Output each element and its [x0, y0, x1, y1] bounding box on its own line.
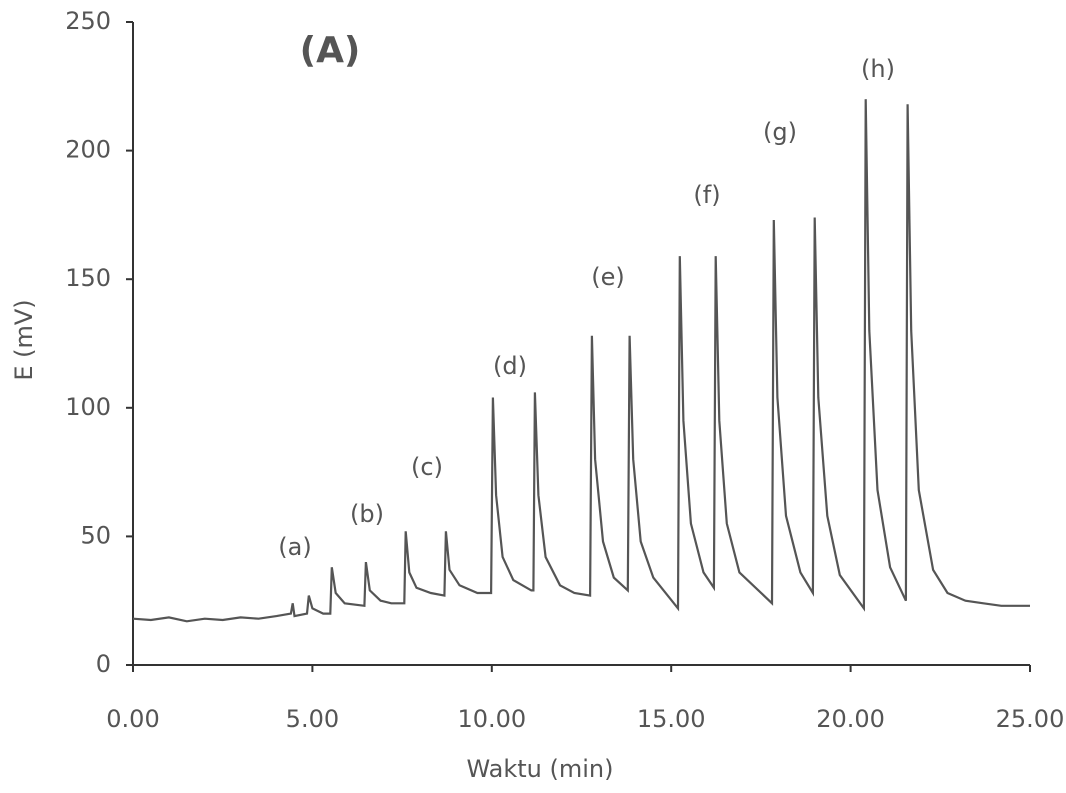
x-tick-label: 20.00 [816, 705, 885, 733]
x-tick-label: 5.00 [286, 705, 339, 733]
y-axis-label: E (mV) [10, 299, 38, 380]
annotation: (A) [300, 30, 361, 71]
y-tick-label: 50 [80, 521, 111, 549]
x-tick-label: 10.00 [457, 705, 526, 733]
annotation: (b) [350, 500, 384, 528]
x-axis-label: Waktu (min) [466, 755, 613, 783]
y-tick-label: 200 [65, 136, 111, 164]
x-tick-label: 25.00 [996, 705, 1065, 733]
y-tick-label: 100 [65, 393, 111, 421]
annotation: (g) [763, 118, 797, 146]
annotation: (a) [278, 533, 311, 561]
data-line [132, 99, 1030, 623]
x-tick-label: 0.00 [106, 705, 159, 733]
y-tick-label: 0 [96, 650, 111, 678]
annotation: (f) [693, 181, 720, 209]
annotation: (d) [493, 352, 527, 380]
y-tick-label: 250 [65, 7, 111, 35]
y-tick-label: 150 [65, 264, 111, 292]
x-tick-label: 15.00 [637, 705, 706, 733]
annotation: (h) [861, 55, 895, 83]
annotation: (c) [411, 453, 443, 481]
annotation: (e) [591, 263, 625, 291]
